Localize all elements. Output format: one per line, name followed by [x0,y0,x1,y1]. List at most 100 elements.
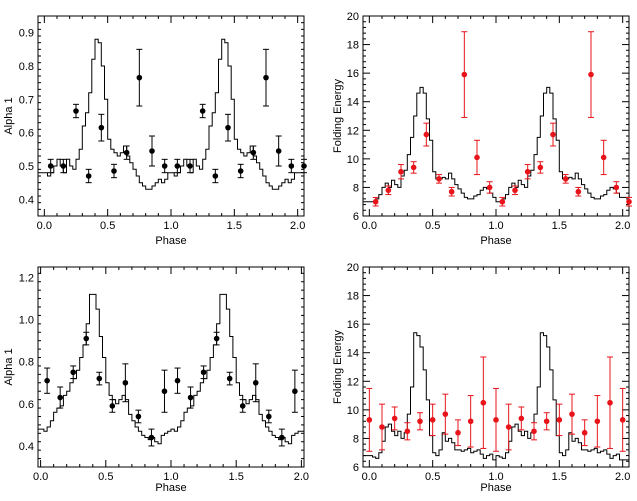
data-point [505,424,512,430]
y-axis-title: Folding Energy [332,330,344,404]
data-point [524,168,531,175]
data-point [275,148,282,154]
panel-bottom-left: 0.0 0.5 1.0 1.5 2.0 0.4 0.6 0.8 1.0 1.2 Phase Alp… [3,266,309,494]
y-tick-label: 6 [353,462,359,474]
data-point [226,375,233,382]
data-point [44,377,50,384]
data-point [410,164,417,171]
data-point [252,379,259,386]
data-point [417,418,423,425]
y-tick-label: 10 [347,154,359,166]
data-point [149,148,155,154]
data-point [455,429,461,436]
y-tick-label: 10 [347,405,359,417]
y-tick-label: 12 [347,125,359,137]
data-point [122,379,129,386]
panel-bottom-right: 0.0 0.5 1.0 1.5 2.0 6 8 10 12 14 16 18 20 Phase Fold… [332,262,630,494]
x-tick-label: 1.5 [227,220,242,232]
data-point [575,188,582,195]
y-axis-title: Folding Energy [332,79,344,153]
data-point [581,429,588,436]
data-point [263,74,269,81]
y-tick-label: 0.5 [19,161,34,173]
y-tick-label: 8 [353,182,359,194]
plot-frame [362,15,630,217]
data-point [174,163,181,169]
data-point [626,198,632,205]
x-axis-title: Phase [155,235,186,247]
x-tick-label: 1.0 [488,220,503,232]
data-point [480,399,487,406]
data-point [423,131,430,138]
x-tick-label: 1.5 [552,220,567,232]
data-point [385,187,392,194]
data-point [499,198,506,205]
y-tick-label: 12 [347,376,359,388]
x-tick-label: 0.5 [425,220,440,232]
y-tick-label: 14 [347,348,359,360]
data-point [136,74,143,81]
x-tick-label: 2.0 [615,220,630,232]
plot-frame [37,266,305,468]
x-axis-title: Phase [480,235,511,247]
data-point [174,377,181,384]
data-point [123,149,130,156]
data-point [461,71,468,78]
data-point [199,108,206,114]
data-point [239,403,246,409]
panel-top-right: 0.0 0.5 1.0 1.5 2.0 6 8 10 12 14 16 18 20 Phase Fold… [332,11,632,247]
x-axis-title: Phase [155,482,186,494]
data-point [225,124,231,131]
data-point [60,163,67,169]
data-point [398,168,404,175]
data-point [588,71,594,78]
pulse-profile-line [38,293,304,445]
data-point [301,163,307,169]
y-tick-label: 14 [347,97,359,109]
x-tick-label: 0.5 [100,220,115,232]
x-tick-label: 0.0 [362,471,377,483]
data-point [187,394,194,401]
data-point [448,188,455,195]
y-tick-label: 0.4 [19,194,34,206]
data-point [237,168,244,174]
data-point [111,168,117,174]
y-tick-label: 1.2 [19,273,34,285]
y-tick-label: 0.8 [19,61,34,73]
y-tick-label: 6 [353,211,359,223]
data-point [436,176,442,182]
data-point [213,335,220,342]
data-point [265,413,272,420]
data-point [613,184,620,191]
data-point [212,173,219,179]
data-point [429,417,436,423]
data-point [148,434,155,441]
y-tick-label: 20 [347,262,359,274]
data-point [518,415,525,422]
y-axis-title: Alpha 1 [3,348,15,385]
x-tick-label: 1.0 [163,471,178,483]
data-point [607,399,613,406]
y-tick-label: 0.6 [19,128,34,140]
data-point [288,163,295,169]
data-point [619,417,626,423]
data-point [391,415,398,422]
data-point [442,411,449,417]
pulse-profile-line [38,38,304,190]
data-point [200,369,207,376]
data-point [73,108,79,114]
x-tick-label: 0.5 [98,471,113,483]
data-point [556,417,563,423]
y-tick-label: 0.7 [19,94,34,106]
data-point [57,394,63,401]
data-point [187,163,193,169]
y-tick-label: 0.4 [19,441,34,453]
data-point [279,434,285,441]
data-point [47,163,54,169]
pulse-profile-line [363,86,629,203]
y-tick-label: 18 [347,40,359,52]
data-point [98,124,105,131]
y-tick-label: 0.8 [19,357,34,369]
data-point [512,187,518,194]
x-tick-label: 0.0 [362,220,377,232]
